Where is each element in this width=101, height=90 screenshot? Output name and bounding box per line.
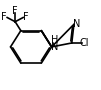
Text: N: N — [73, 19, 80, 29]
Text: H: H — [50, 35, 58, 45]
Text: Cl: Cl — [80, 38, 89, 48]
Text: F: F — [12, 6, 18, 16]
Text: F: F — [1, 13, 6, 22]
Text: F: F — [23, 13, 29, 22]
Text: N: N — [50, 42, 58, 52]
